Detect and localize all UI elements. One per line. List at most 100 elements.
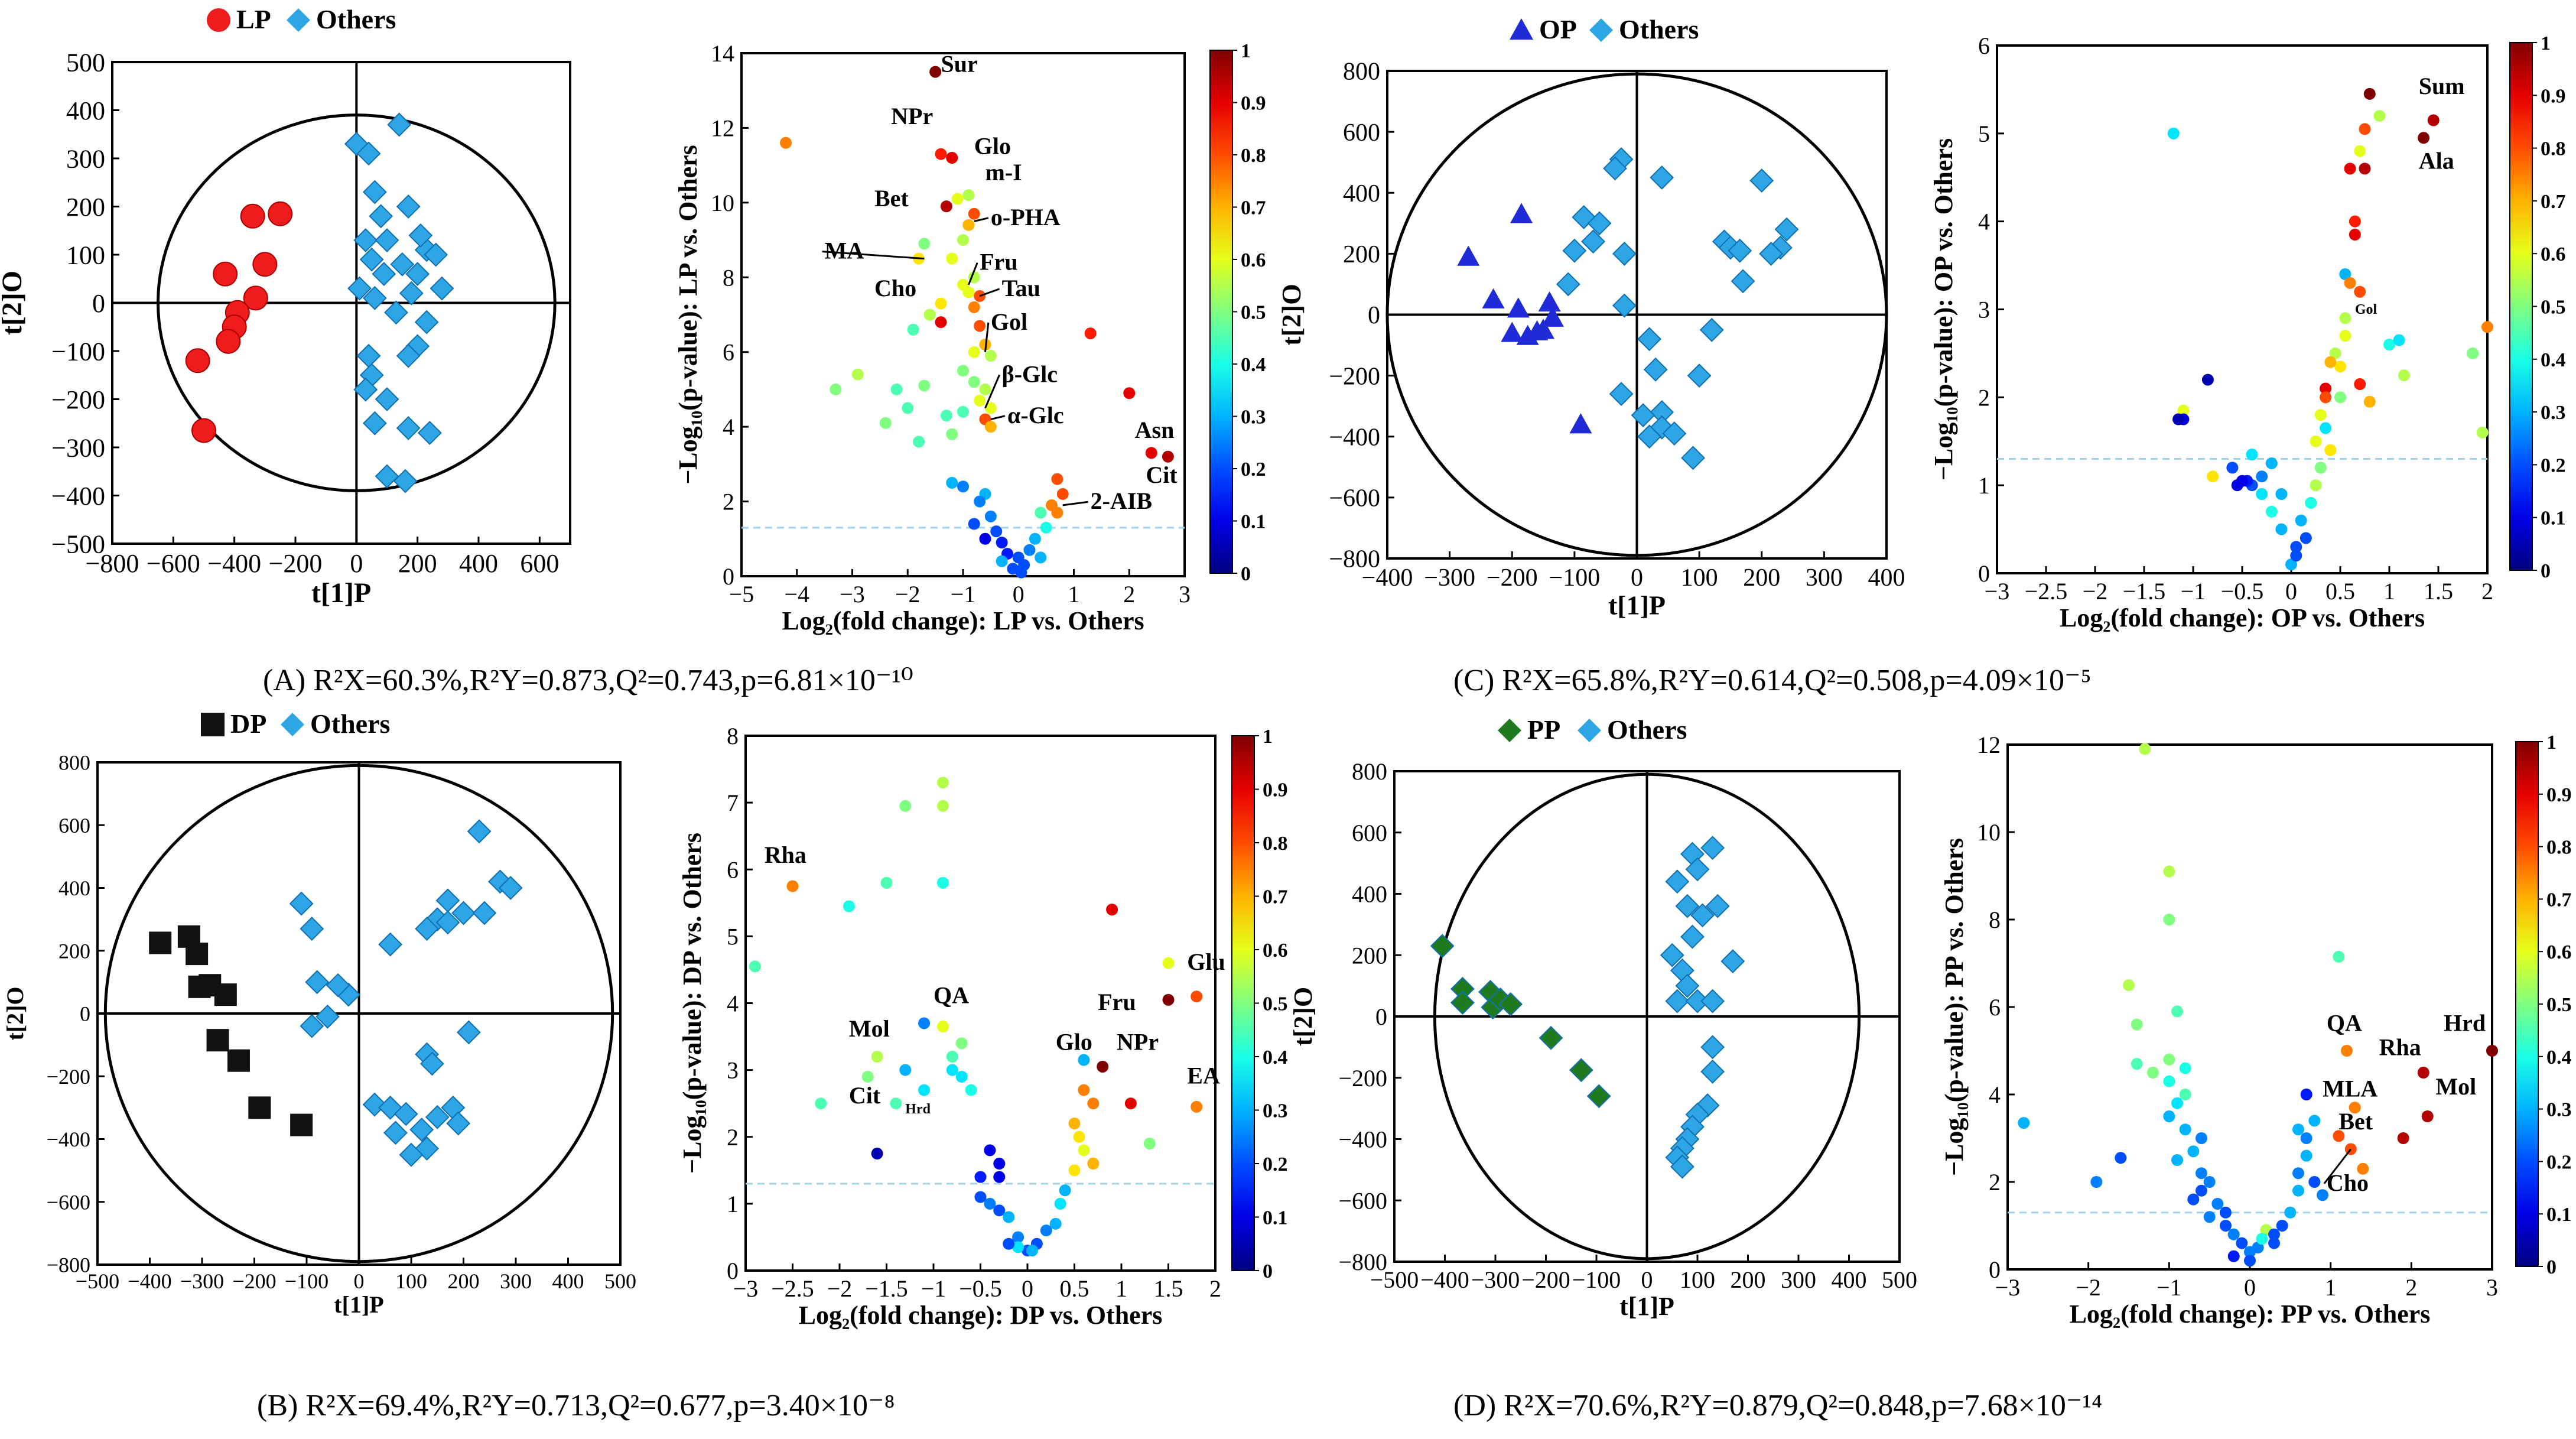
y-tick-label: −200 [51,385,105,414]
volcano-point [2147,1067,2159,1079]
volcano-point [2179,1089,2191,1100]
volcano-point [996,555,1008,567]
volcano-point [2285,558,2297,571]
x-tick-label: 1 [2383,578,2395,605]
point-others [1728,238,1752,263]
point-others [408,223,433,248]
y-axis-title: −Log₁₀(p-value): DP vs. Others [678,833,707,1174]
point-op [1457,245,1480,266]
volcano-point [2333,1130,2345,1142]
point-others [359,247,384,272]
volcano-point [962,219,975,231]
point-others [289,891,314,916]
plot-frame [1996,44,2489,574]
point-others [326,973,350,998]
volcano-point [2246,449,2258,461]
point-others [384,300,408,325]
volcano-point [2339,268,2351,280]
volcano-point [1124,1097,1137,1110]
volcano-point [2220,1206,2232,1219]
metabolite-label: NPr [891,103,933,129]
volcano-point [1012,1231,1024,1243]
volcano-point [1145,447,1157,459]
point-others [1731,269,1755,294]
y-tick-label: 600 [58,814,90,837]
y-tick-label: 12 [1977,732,2001,758]
volcano-point [2373,110,2386,122]
x-tick-label: 2 [2405,1274,2417,1301]
x-tick-label: −3 [840,581,865,608]
volcano-point [2339,330,2351,342]
volcano-point [936,777,949,789]
colorbar-tick-label: 0.9 [2541,85,2566,107]
volcano-point [2179,1062,2191,1074]
volcano-point [979,532,991,545]
x-tick-label: 300 [1806,564,1843,592]
metabolite-label: Asn [1135,417,1175,443]
metabolite-label: Gol [991,308,1027,335]
caption-b: (B) R²X=69.4%,R²Y=0.713,Q²=0.677,p=3.40×… [257,1389,895,1422]
volcano-point [2292,1184,2304,1197]
volcano-point [936,800,949,812]
label-leader-line [1062,501,1088,506]
volcano-point [2476,426,2489,438]
legend-marker [287,8,310,32]
y-tick-label: 800 [58,751,90,775]
point-others [356,343,381,368]
x-tick-label: 200 [448,1269,480,1293]
x-tick-label: 2 [2481,578,2493,605]
volcano-point [957,480,969,493]
volcano-point [2310,435,2322,447]
volcano-point [918,1017,931,1029]
point-others [446,1111,471,1136]
point-others [396,194,421,219]
x-tick-label: −2.5 [771,1275,814,1302]
point-others [383,1120,408,1145]
point-op [1482,288,1505,308]
colorbar-tick-label: 0.9 [1241,93,1266,115]
x-tick-label: 600 [520,549,559,578]
point-others [1587,211,1612,236]
volcano-point [2265,505,2278,518]
y-tick-label: −600 [1338,1187,1387,1214]
volcano-point [2256,1233,2268,1245]
y-axis-title: t[2]O [0,271,28,335]
point-others [425,1105,450,1129]
x-axis-title: Log₂(fold change): PP vs. Others [2070,1300,2431,1328]
volcano-point [935,316,947,329]
volcano-point [1059,1184,1071,1197]
volcano-point [1029,532,1041,545]
point-others [498,876,523,900]
point-op [1507,297,1530,318]
point-others [1700,989,1725,1014]
volcano-point [918,238,931,250]
volcano-point [2344,277,2356,289]
volcano-point [1068,1118,1081,1130]
volcano-point [2123,979,2135,991]
volcano-point [2236,1237,2248,1249]
colorbar-tick-label: 0.8 [1241,145,1266,167]
volcano-point [2171,1005,2183,1018]
y-tick-label: 8 [1989,907,2001,933]
colorbar-tick-label: 0 [2546,1256,2557,1278]
label-leader-line [2323,1148,2352,1184]
hotelling-ellipse [103,764,614,1263]
x-tick-label: −3 [733,1275,759,1302]
legend-label: OP [1539,14,1577,44]
volcano-point [984,350,997,362]
volcano-point [2290,541,2302,553]
y-tick-label: −200 [1329,363,1380,390]
metabolite-label: QA [2327,1010,2362,1037]
y-tick-label: −300 [51,433,105,462]
volcano-point [984,1197,996,1210]
y-tick-label: −200 [47,1065,90,1089]
legend-label: DP [230,709,266,739]
volcano-point [2201,373,2214,386]
x-tick-label: 1 [1068,581,1080,608]
metabolite-label: Rha [2379,1034,2421,1060]
y-tick-label: 0 [92,289,105,318]
colorbar-tick-label: 0 [1241,563,1251,585]
colorbar-tick-label: 0.4 [2546,1047,2572,1068]
volcano-point [902,402,914,414]
point-others [1720,949,1745,974]
